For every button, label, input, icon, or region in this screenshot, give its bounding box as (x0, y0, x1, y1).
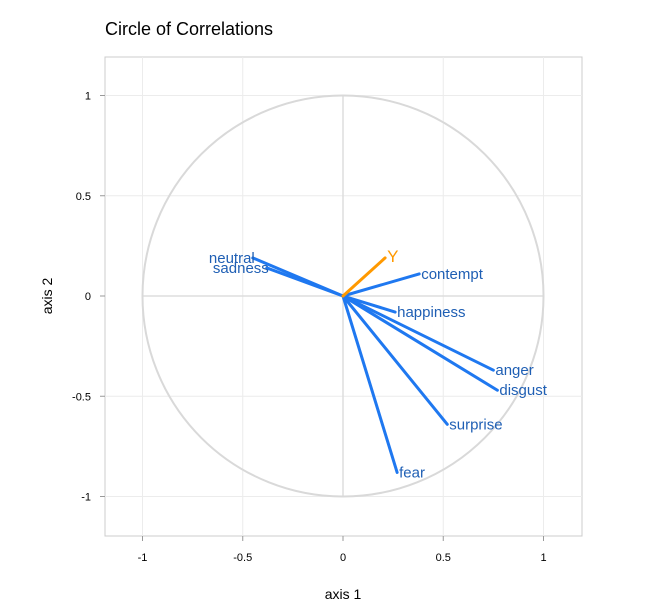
x-tick-label: -1 (138, 552, 148, 564)
y-axis-ticks: -1 -0.5 0 0.5 1 (72, 91, 105, 504)
x-axis-ticks: -1 -0.5 0 0.5 1 (138, 536, 547, 564)
label-anger: anger (495, 362, 533, 379)
unit-circle (141, 94, 545, 498)
x-tick-label: 0 (340, 552, 346, 564)
vector-disgust (341, 294, 499, 392)
y-tick-label: 1 (85, 91, 91, 103)
label-surprise: surprise (449, 416, 502, 433)
y-tick-label: -1 (81, 492, 91, 504)
chart-title: Circle of Correlations (105, 19, 273, 39)
y-axis-title: axis 2 (39, 278, 55, 315)
vector-anger (341, 294, 495, 372)
label-disgust: disgust (499, 382, 547, 399)
vector-fear (341, 294, 399, 474)
label-sadness: sadness (213, 260, 269, 277)
y-tick-label: 0.5 (76, 191, 91, 203)
vector-sadness (265, 266, 345, 298)
variable-vectors (251, 256, 499, 474)
x-axis-title: axis 1 (325, 586, 362, 602)
label-neutral: neutral (209, 250, 255, 267)
supplementary-vector-Y (341, 256, 387, 298)
vector-surprise (341, 294, 449, 426)
label-contempt: contempt (421, 266, 484, 283)
supplementary-label-Y: Y (387, 247, 398, 266)
x-tick-label: -0.5 (233, 552, 252, 564)
label-fear: fear (399, 464, 425, 481)
y-tick-label: 0 (85, 291, 91, 303)
y-tick-label: -0.5 (72, 391, 91, 403)
x-tick-label: 1 (540, 552, 546, 564)
x-tick-label: 0.5 (436, 552, 451, 564)
vector-contempt (341, 272, 421, 298)
label-happiness: happiness (397, 304, 465, 321)
